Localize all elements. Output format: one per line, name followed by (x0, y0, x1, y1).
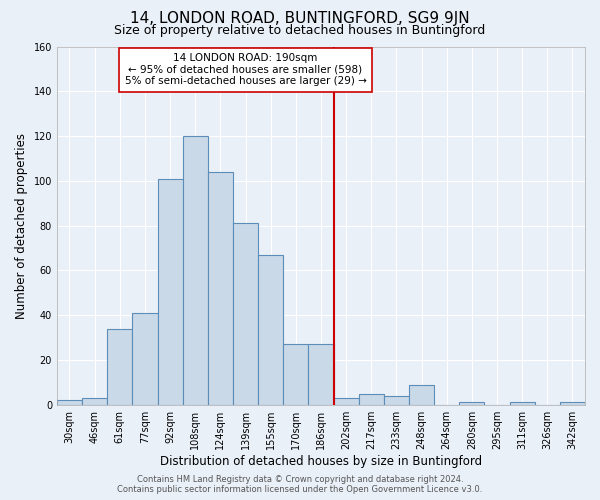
Bar (107, 328, 133, 404)
X-axis label: Distribution of detached houses by size in Buntingford: Distribution of detached houses by size … (160, 454, 482, 468)
Text: Contains HM Land Registry data © Crown copyright and database right 2024.
Contai: Contains HM Land Registry data © Crown c… (118, 474, 482, 494)
Text: Size of property relative to detached houses in Buntingford: Size of property relative to detached ho… (115, 24, 485, 37)
Bar (82, 398, 107, 404)
Bar (459, 402, 484, 404)
Bar (509, 402, 535, 404)
Bar (560, 402, 585, 404)
Bar (359, 394, 384, 404)
Bar (233, 224, 258, 404)
Bar (182, 136, 208, 404)
Bar (409, 384, 434, 404)
Bar (308, 344, 334, 405)
Bar (384, 396, 409, 404)
Text: 14 LONDON ROAD: 190sqm
← 95% of detached houses are smaller (598)
5% of semi-det: 14 LONDON ROAD: 190sqm ← 95% of detached… (125, 53, 367, 86)
Bar (283, 344, 308, 405)
Y-axis label: Number of detached properties: Number of detached properties (15, 132, 28, 318)
Bar (133, 313, 158, 404)
Bar (208, 172, 233, 404)
Bar (334, 398, 359, 404)
Text: 14, LONDON ROAD, BUNTINGFORD, SG9 9JN: 14, LONDON ROAD, BUNTINGFORD, SG9 9JN (130, 11, 470, 26)
Bar (258, 254, 283, 404)
Bar (57, 400, 82, 404)
Bar (158, 178, 182, 404)
